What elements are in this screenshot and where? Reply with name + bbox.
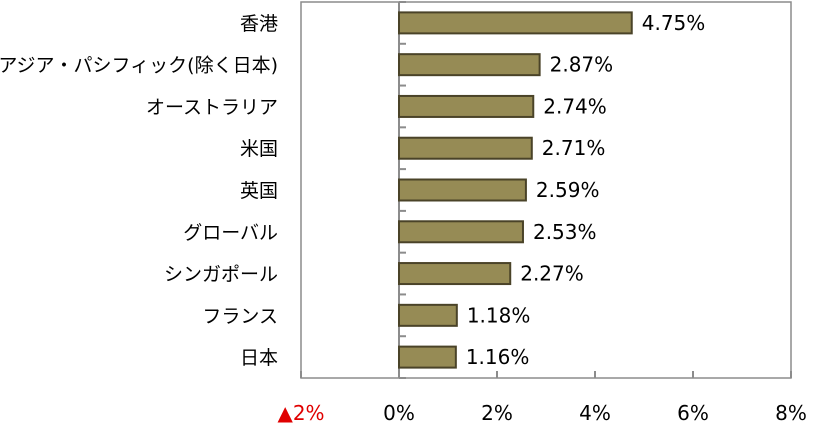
data-label: 2.59%: [536, 178, 600, 202]
category-label: フランス: [202, 305, 278, 327]
bar: [398, 262, 512, 286]
data-label: 4.75%: [642, 11, 706, 35]
category-label: 香港: [240, 13, 278, 35]
bar: [398, 11, 633, 35]
category-label: アジア・パシフィック(除く日本): [0, 55, 278, 77]
bar: [398, 345, 457, 369]
bar: [398, 220, 524, 244]
data-label: 2.87%: [550, 53, 614, 77]
bar: [398, 94, 535, 118]
bar: [398, 53, 541, 77]
category-label: グローバル: [183, 222, 278, 244]
x-tick-label: 4%: [579, 401, 611, 425]
plot-area: [300, 1, 792, 379]
category-label: 米国: [240, 138, 278, 160]
data-label: 2.27%: [520, 262, 584, 286]
data-label: 1.18%: [467, 303, 531, 327]
value-labels: 4.75% 2.87% 2.74% 2.71% 2.59% 2.53% 2.27% 1.18%…: [466, 11, 705, 369]
category-label: 日本: [240, 347, 278, 369]
x-tick-label: 0%: [383, 401, 415, 425]
x-tick-label: 2%: [481, 401, 513, 425]
x-tick-label: ▲2%: [277, 401, 324, 425]
data-label: 1.16%: [466, 345, 530, 369]
x-tick-label: 6%: [677, 401, 709, 425]
x-tick-label: 8%: [775, 401, 807, 425]
bars-layer: [398, 1, 633, 379]
bar: [398, 178, 527, 202]
category-label: 英国: [240, 180, 278, 202]
x-axis-ticks: ▲2% 0% 2% 4% 6% 8%: [277, 371, 807, 425]
data-label: 2.71%: [542, 136, 606, 160]
data-label: 2.53%: [533, 220, 597, 244]
bar: [398, 303, 458, 327]
bar: [398, 136, 533, 160]
category-label: シンガポール: [164, 264, 278, 286]
category-label: オーストラリア: [146, 96, 278, 118]
data-label: 2.74%: [543, 94, 607, 118]
